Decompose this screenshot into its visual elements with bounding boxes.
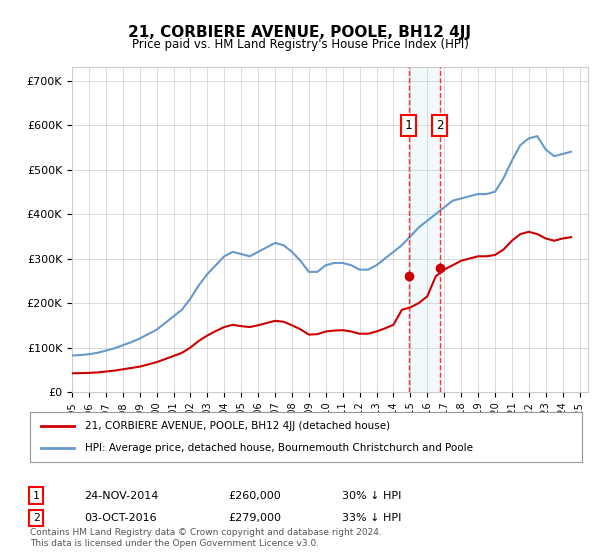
Text: 03-OCT-2016: 03-OCT-2016 [84, 513, 157, 523]
Text: Price paid vs. HM Land Registry's House Price Index (HPI): Price paid vs. HM Land Registry's House … [131, 38, 469, 51]
Text: 21, CORBIERE AVENUE, POOLE, BH12 4JJ (detached house): 21, CORBIERE AVENUE, POOLE, BH12 4JJ (de… [85, 421, 391, 431]
Bar [409, 67, 440, 392]
Text: Contains HM Land Registry data © Crown copyright and database right 2024.
This d: Contains HM Land Registry data © Crown c… [30, 528, 382, 548]
Text: 21, CORBIERE AVENUE, POOLE, BH12 4JJ: 21, CORBIERE AVENUE, POOLE, BH12 4JJ [128, 25, 472, 40]
Text: 30% ↓ HPI: 30% ↓ HPI [342, 491, 401, 501]
Text: £260,000: £260,000 [228, 491, 281, 501]
Text: 1: 1 [32, 491, 40, 501]
Text: HPI: Average price, detached house, Bournemouth Christchurch and Poole: HPI: Average price, detached house, Bour… [85, 443, 473, 453]
Text: 2: 2 [32, 513, 40, 523]
Text: 33% ↓ HPI: 33% ↓ HPI [342, 513, 401, 523]
Text: 24-NOV-2014: 24-NOV-2014 [84, 491, 158, 501]
Text: 1: 1 [405, 119, 412, 132]
Text: 2: 2 [436, 119, 444, 132]
Text: £279,000: £279,000 [228, 513, 281, 523]
